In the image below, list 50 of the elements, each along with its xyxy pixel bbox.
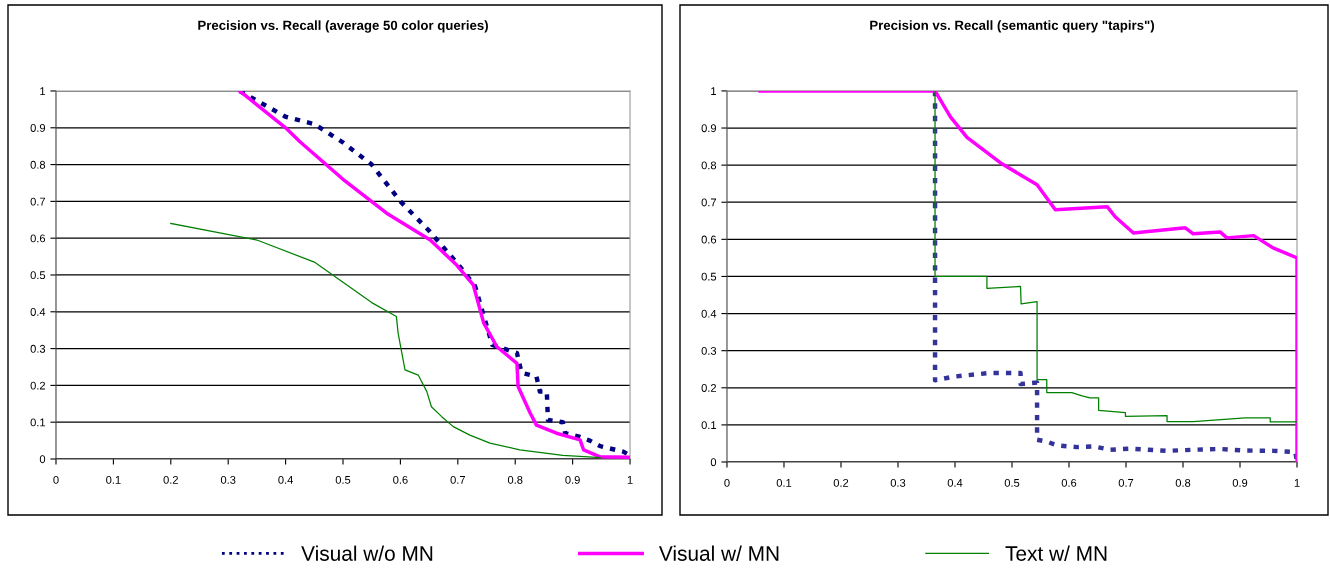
y-tick-label: 0.6: [701, 235, 717, 244]
x-tick-label: 0.6: [393, 475, 408, 484]
x-tick-label: 0.9: [1232, 478, 1248, 487]
legend-label: Visual w/o MN: [301, 545, 433, 561]
y-tick-label: 0.9: [701, 124, 717, 133]
y-tick-label: 0: [39, 455, 46, 464]
y-tick-label: 1: [40, 87, 46, 95]
x-tick-label: 0.4: [278, 475, 293, 484]
y-tick-label: 0.8: [701, 161, 717, 170]
y-tick-label: 0.4: [701, 309, 717, 318]
y-tick-label: 0.9: [30, 124, 46, 132]
x-tick-label: 0: [53, 475, 59, 484]
y-tick-label: 0.1: [701, 421, 717, 430]
x-tick-label: 0.9: [565, 475, 580, 484]
x-tick-label: 0.8: [1175, 478, 1191, 487]
y-tick-label: 0.4: [30, 308, 46, 316]
x-tick-label: 0.1: [776, 478, 792, 487]
y-tick-label: 0.7: [30, 197, 46, 206]
x-tick-label: 0.3: [890, 478, 906, 487]
y-tick-label: 0.1: [30, 418, 46, 427]
x-tick-label: 0.2: [163, 475, 178, 484]
chart-title: Precision vs. Recall (semantic query "tapirs"): [870, 20, 1155, 33]
y-tick-label: 0.5: [701, 272, 717, 281]
x-tick-label: 0.5: [335, 475, 351, 484]
x-tick-label: 0.2: [833, 478, 849, 487]
y-tick-label: 0.6: [30, 234, 46, 243]
legend-label: Text w/ MN: [1005, 545, 1107, 561]
x-tick-label: 1: [1294, 479, 1300, 487]
y-tick-label: 0.5: [30, 271, 46, 280]
y-tick-label: 0.3: [701, 346, 717, 355]
x-tick-label: 0: [724, 478, 730, 487]
x-tick-label: 0.8: [507, 475, 523, 484]
y-tick-label: 0.7: [701, 198, 716, 207]
y-tick-label: 0.2: [701, 384, 716, 392]
y-tick-label: 0: [710, 458, 717, 467]
x-tick-label: 0.3: [220, 475, 236, 484]
chart-title: Precision vs. Recall (average 50 color queries): [198, 20, 488, 33]
y-tick-label: 0.8: [30, 160, 46, 169]
x-tick-label: 0.7: [1118, 478, 1134, 487]
x-tick-label: 1: [627, 476, 633, 484]
y-tick-label: 1: [711, 87, 717, 95]
x-tick-label: 0.1: [106, 475, 121, 484]
x-tick-label: 0.6: [1061, 478, 1077, 487]
x-tick-label: 0.5: [1004, 478, 1020, 487]
y-tick-label: 0.2: [30, 381, 46, 390]
legend-label: Visual w/ MN: [658, 545, 779, 561]
y-tick-label: 0.3: [30, 344, 46, 353]
x-tick-label: 0.4: [947, 478, 963, 487]
line-series: [170, 222, 601, 459]
x-tick-label: 0.7: [450, 475, 465, 484]
